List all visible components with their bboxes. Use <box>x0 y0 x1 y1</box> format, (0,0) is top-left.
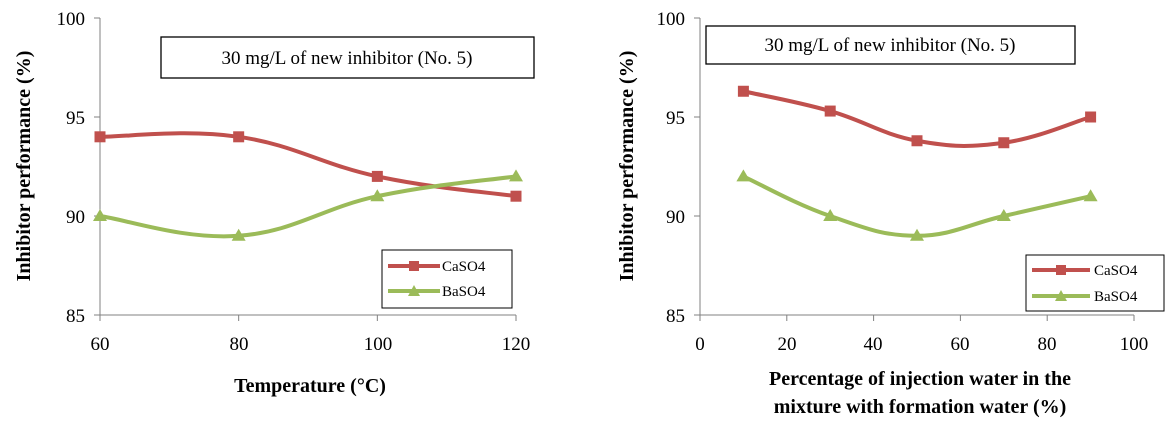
data-point-caso4 <box>233 131 245 143</box>
left-series <box>93 131 523 241</box>
series-line-baso4 <box>741 174 1093 238</box>
y-axis-title: Inhibitor performance (%) <box>616 51 638 282</box>
data-point-caso4 <box>94 131 106 143</box>
x-tick-label: 80 <box>1038 334 1057 355</box>
x-tick-label: 60 <box>951 334 970 355</box>
legend-label: CaSO4 <box>1094 263 1138 279</box>
x-tick-label: 20 <box>778 334 797 355</box>
y-tick-label: 100 <box>57 9 86 30</box>
data-point-caso4 <box>824 105 836 117</box>
x-axis-title-line-1: Percentage of injection water in the <box>769 368 1071 390</box>
data-point-caso4 <box>911 135 923 147</box>
series-line-caso4 <box>98 131 518 199</box>
data-point-baso4 <box>370 189 385 202</box>
x-tick-label: 100 <box>1120 334 1149 355</box>
data-point-baso4 <box>231 228 246 241</box>
y-tick-label: 85 <box>666 306 685 327</box>
right-series <box>736 85 1098 241</box>
x-tick-label: 0 <box>695 334 705 355</box>
data-point-caso4 <box>998 137 1010 149</box>
data-point-baso4 <box>823 209 838 221</box>
left-tick-marks <box>94 17 517 321</box>
legend: CaSO4 BaSO4 <box>1025 254 1165 312</box>
x-tick-label: 60 <box>91 334 110 355</box>
chart-right: 85 90 95 100 0 20 40 60 80 100 Percentag… <box>616 9 1165 418</box>
data-point-baso4 <box>910 228 924 241</box>
data-point-baso4 <box>93 209 107 221</box>
right-tick-marks <box>694 17 1135 321</box>
x-axis-title: Temperature (°C) <box>234 375 386 397</box>
y-tick-label: 95 <box>66 108 85 129</box>
y-tick-label: 95 <box>666 108 685 129</box>
y-tick-label: 100 <box>657 9 686 30</box>
annotation-text: 30 mg/L of new inhibitor (No. 5) <box>221 48 472 69</box>
y-axis-title: Inhibitor performance (%) <box>13 51 35 282</box>
annotation-box: 30 mg/L of new inhibitor (No. 5) <box>705 25 1076 65</box>
data-point-caso4 <box>371 170 383 182</box>
data-point-baso4 <box>509 169 523 182</box>
legend: CaSO4 BaSO4 <box>381 249 513 309</box>
chart-left: 85 90 95 100 60 80 100 120 Temperature (… <box>13 9 535 397</box>
x-tick-label: 100 <box>364 334 393 355</box>
data-point-caso4 <box>1085 111 1097 123</box>
legend-label: BaSO4 <box>1094 289 1138 305</box>
x-tick-label: 80 <box>230 334 249 355</box>
legend-label: CaSO4 <box>442 259 486 275</box>
data-point-baso4 <box>736 169 751 182</box>
data-point-baso4 <box>996 209 1011 221</box>
data-point-caso4 <box>510 190 522 202</box>
annotation-text: 30 mg/L of new inhibitor (No. 5) <box>764 35 1015 56</box>
y-tick-label: 90 <box>666 207 685 228</box>
series-line-baso4 <box>98 174 518 239</box>
data-point-baso4 <box>1083 189 1098 202</box>
x-tick-label: 40 <box>864 334 883 355</box>
y-tick-label: 85 <box>66 306 85 327</box>
annotation-box: 30 mg/L of new inhibitor (No. 5) <box>160 36 535 79</box>
legend-label: BaSO4 <box>442 284 486 300</box>
y-tick-label: 90 <box>66 207 85 228</box>
x-axis-title-line-2: mixture with formation water (%) <box>774 396 1067 418</box>
data-point-caso4 <box>737 85 749 97</box>
x-tick-label: 120 <box>502 334 531 355</box>
